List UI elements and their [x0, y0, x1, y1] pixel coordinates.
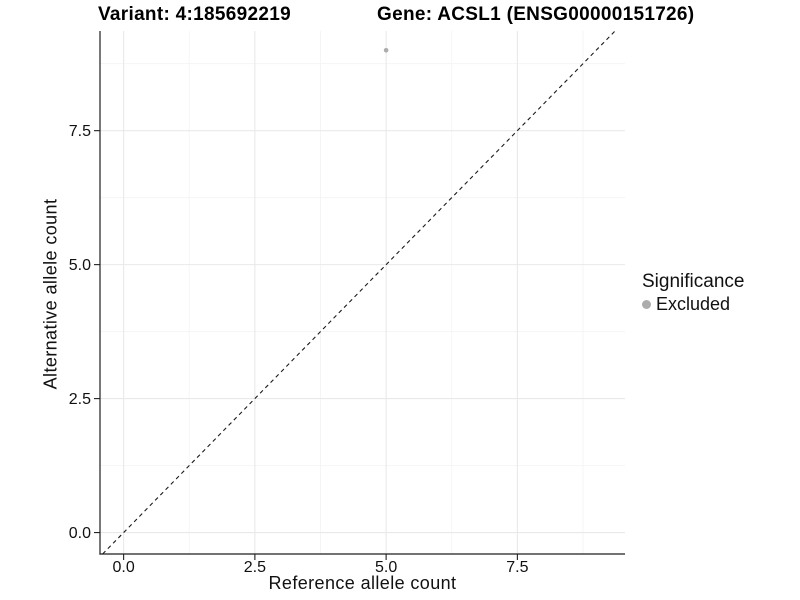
x-tick-label: 7.5 — [506, 559, 528, 576]
panel-background — [100, 31, 625, 554]
legend-item-label: Excluded — [656, 294, 731, 314]
y-tick-label: 0.0 — [69, 525, 91, 542]
y-axis-title: Alternative allele count — [40, 198, 61, 390]
y-tick-label: 2.5 — [69, 391, 91, 408]
identity-line — [102, 30, 616, 555]
legend: Significance Excluded — [642, 271, 744, 314]
x-tick-label: 2.5 — [244, 559, 266, 576]
x-tick-label: 0.0 — [113, 559, 135, 576]
x-axis-title: Reference allele count — [268, 573, 457, 593]
plot-title-variant: Variant: 4:185692219 — [98, 4, 291, 25]
legend-item-excluded: Excluded — [642, 294, 744, 314]
plot-title-gene: Gene: ACSL1 (ENSG00000151726) — [377, 4, 695, 25]
y-tick-label: 7.5 — [69, 123, 91, 140]
legend-point-icon — [642, 299, 651, 309]
x-tick-label: 5.0 — [375, 559, 397, 576]
y-tick-label: 5.0 — [69, 257, 91, 274]
legend-title: Significance — [642, 271, 745, 292]
data-point — [383, 47, 389, 53]
